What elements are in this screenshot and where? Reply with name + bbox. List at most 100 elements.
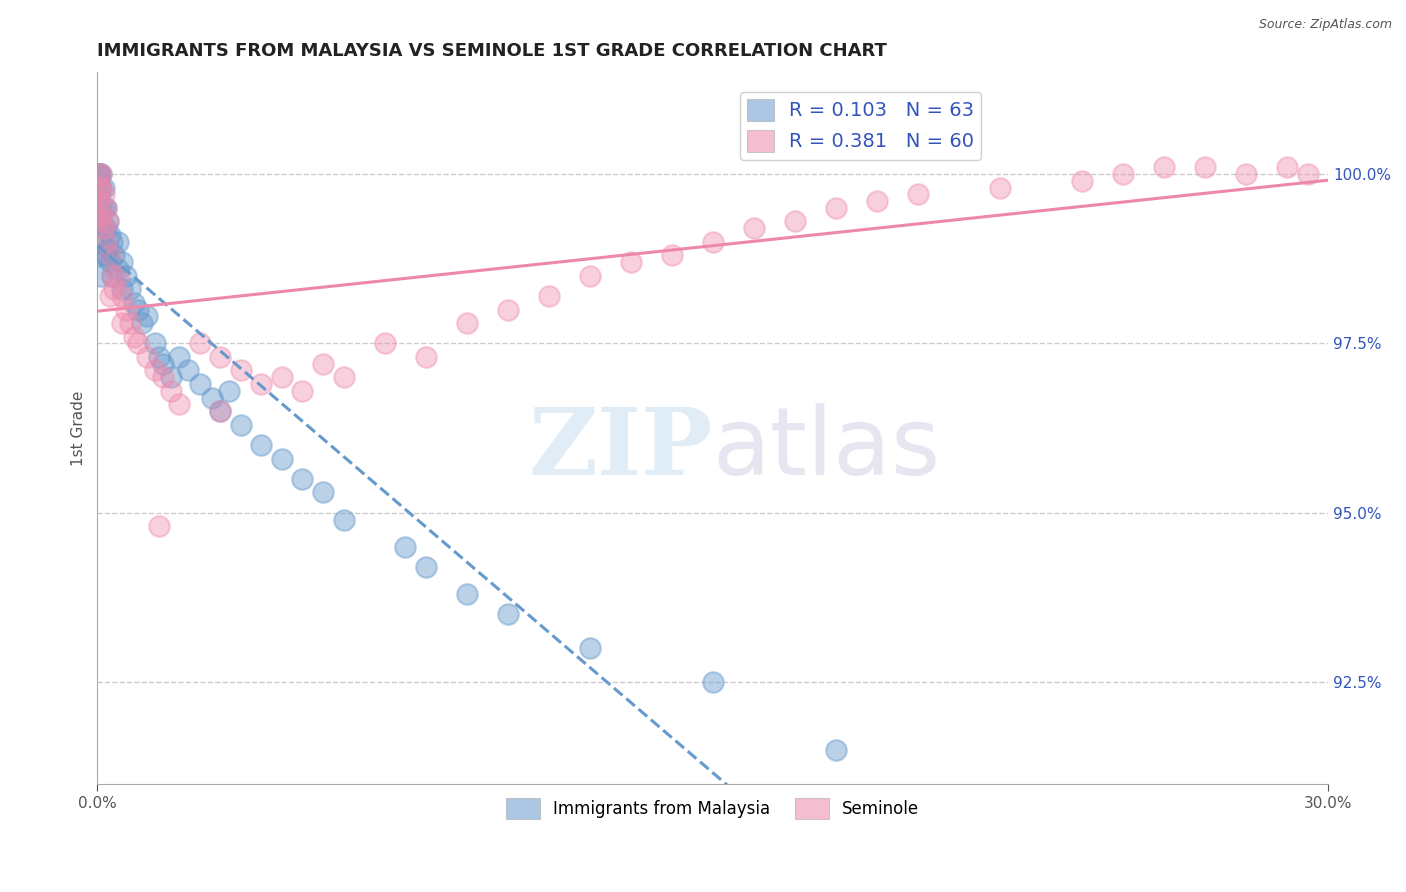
Point bbox=[93, 201, 115, 215]
Point bbox=[93, 221, 115, 235]
Point bbox=[160, 384, 183, 398]
Point bbox=[97, 242, 120, 256]
Point bbox=[866, 194, 889, 208]
Point bbox=[456, 316, 478, 330]
Point bbox=[120, 316, 142, 330]
Point bbox=[209, 350, 232, 364]
Point bbox=[90, 208, 112, 222]
Point bbox=[89, 214, 111, 228]
Point bbox=[152, 357, 174, 371]
Point bbox=[148, 350, 170, 364]
Point bbox=[93, 248, 115, 262]
Point bbox=[107, 235, 129, 249]
Point bbox=[143, 336, 166, 351]
Point bbox=[169, 350, 191, 364]
Point bbox=[394, 540, 416, 554]
Point bbox=[201, 391, 224, 405]
Point bbox=[94, 235, 117, 249]
Point bbox=[90, 180, 112, 194]
Point bbox=[271, 370, 294, 384]
Point bbox=[127, 302, 149, 317]
Point bbox=[90, 201, 112, 215]
Point bbox=[229, 363, 252, 377]
Point bbox=[783, 214, 806, 228]
Legend: Immigrants from Malaysia, Seminole: Immigrants from Malaysia, Seminole bbox=[499, 791, 925, 825]
Text: IMMIGRANTS FROM MALAYSIA VS SEMINOLE 1ST GRADE CORRELATION CHART: IMMIGRANTS FROM MALAYSIA VS SEMINOLE 1ST… bbox=[97, 42, 887, 60]
Text: Source: ZipAtlas.com: Source: ZipAtlas.com bbox=[1258, 18, 1392, 31]
Point bbox=[90, 180, 112, 194]
Point bbox=[115, 268, 138, 283]
Point bbox=[89, 235, 111, 249]
Point bbox=[578, 268, 600, 283]
Point bbox=[176, 363, 198, 377]
Point bbox=[94, 201, 117, 215]
Point bbox=[415, 350, 437, 364]
Point bbox=[1194, 161, 1216, 175]
Point bbox=[209, 404, 232, 418]
Point bbox=[97, 214, 120, 228]
Point bbox=[100, 268, 122, 283]
Point bbox=[824, 201, 846, 215]
Point bbox=[312, 485, 335, 500]
Point bbox=[98, 227, 121, 242]
Point bbox=[103, 282, 125, 296]
Point bbox=[111, 282, 134, 296]
Point bbox=[537, 289, 560, 303]
Point bbox=[89, 167, 111, 181]
Point bbox=[661, 248, 683, 262]
Point bbox=[89, 167, 111, 181]
Point bbox=[148, 519, 170, 533]
Y-axis label: 1st Grade: 1st Grade bbox=[72, 391, 86, 466]
Point bbox=[312, 357, 335, 371]
Point bbox=[89, 180, 111, 194]
Point bbox=[107, 261, 129, 276]
Point bbox=[90, 235, 112, 249]
Point bbox=[209, 404, 232, 418]
Point bbox=[1275, 161, 1298, 175]
Point bbox=[1153, 161, 1175, 175]
Point bbox=[160, 370, 183, 384]
Point bbox=[111, 289, 134, 303]
Point bbox=[456, 587, 478, 601]
Point bbox=[824, 743, 846, 757]
Point bbox=[742, 221, 765, 235]
Point bbox=[907, 187, 929, 202]
Point bbox=[93, 221, 115, 235]
Point bbox=[89, 180, 111, 194]
Point bbox=[702, 235, 724, 249]
Point bbox=[152, 370, 174, 384]
Point bbox=[135, 310, 157, 324]
Point bbox=[100, 235, 122, 249]
Point bbox=[93, 187, 115, 202]
Point bbox=[218, 384, 240, 398]
Point bbox=[373, 336, 395, 351]
Point bbox=[988, 180, 1011, 194]
Point bbox=[94, 248, 117, 262]
Point bbox=[107, 268, 129, 283]
Point bbox=[1112, 167, 1135, 181]
Point bbox=[89, 201, 111, 215]
Point bbox=[1234, 167, 1257, 181]
Point bbox=[1296, 167, 1319, 181]
Point bbox=[120, 282, 142, 296]
Point bbox=[103, 248, 125, 262]
Point bbox=[89, 167, 111, 181]
Point bbox=[496, 302, 519, 317]
Point bbox=[94, 201, 117, 215]
Point bbox=[98, 255, 121, 269]
Point bbox=[100, 268, 122, 283]
Point bbox=[89, 214, 111, 228]
Text: ZIP: ZIP bbox=[529, 404, 713, 494]
Point bbox=[291, 384, 314, 398]
Point bbox=[250, 377, 273, 392]
Point bbox=[124, 295, 146, 310]
Point bbox=[1071, 174, 1094, 188]
Point bbox=[229, 417, 252, 432]
Point bbox=[415, 560, 437, 574]
Point bbox=[93, 180, 115, 194]
Point bbox=[90, 167, 112, 181]
Point bbox=[496, 607, 519, 622]
Point bbox=[111, 316, 134, 330]
Point bbox=[291, 472, 314, 486]
Point bbox=[169, 397, 191, 411]
